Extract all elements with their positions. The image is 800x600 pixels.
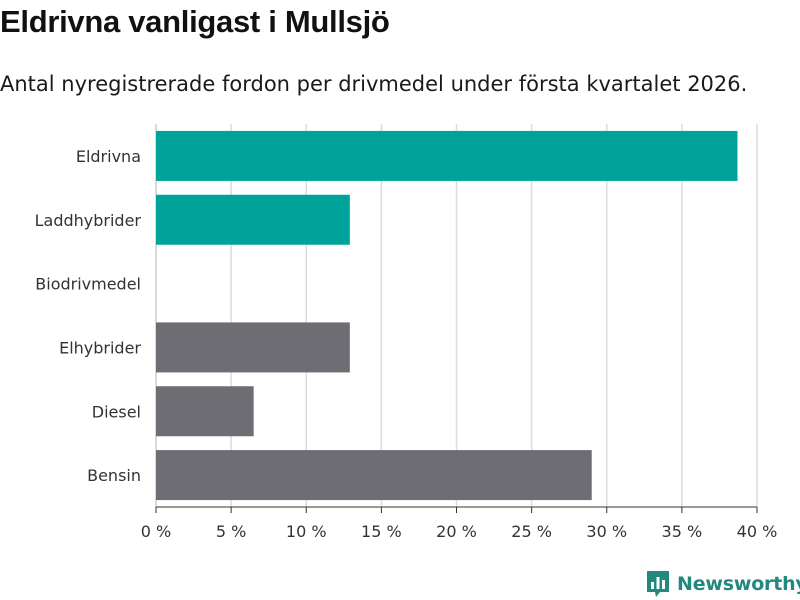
x-tick-label: 30 % (586, 522, 627, 541)
category-label: Bensin (87, 466, 141, 485)
bar-bensin (156, 450, 592, 501)
chart-title: Eldrivna vanligast i Mullsjö (0, 4, 390, 39)
brand-logo: Newsworthy (645, 568, 800, 600)
brand-name: Newsworthy (677, 573, 800, 595)
bar-elhybrider (156, 322, 350, 373)
x-tick-label: 35 % (662, 522, 703, 541)
bar-eldrivna (156, 130, 738, 181)
x-tick-label: 0 % (141, 522, 171, 541)
x-tick-label: 20 % (436, 522, 477, 541)
bar-diesel (156, 386, 254, 437)
x-tick-label: 5 % (216, 522, 246, 541)
x-tick-label: 25 % (511, 522, 552, 541)
category-label: Laddhybrider (35, 211, 142, 230)
category-label: Diesel (92, 402, 141, 421)
category-label: Elhybrider (59, 338, 141, 357)
category-labels: Eldrivna Laddhybrider Biodrivmedel Elhybrid… (35, 147, 142, 485)
x-tick-label: 15 % (361, 522, 402, 541)
x-tick-label: 10 % (286, 522, 327, 541)
bar-laddhybrider (156, 194, 350, 245)
chart-subtitle: Antal nyregistrerade fordon per drivmede… (0, 72, 748, 96)
category-label: Eldrivna (76, 147, 141, 166)
gridlines (155, 124, 758, 507)
bar-chart-icon (647, 571, 669, 597)
category-label: Biodrivmedel (35, 275, 141, 294)
bars (156, 130, 738, 501)
x-axis: 0 % 5 % 10 % 15 % 20 % 25 % 30 % 35 % 40 % (141, 506, 778, 541)
x-tick-label: 40 % (737, 522, 778, 541)
